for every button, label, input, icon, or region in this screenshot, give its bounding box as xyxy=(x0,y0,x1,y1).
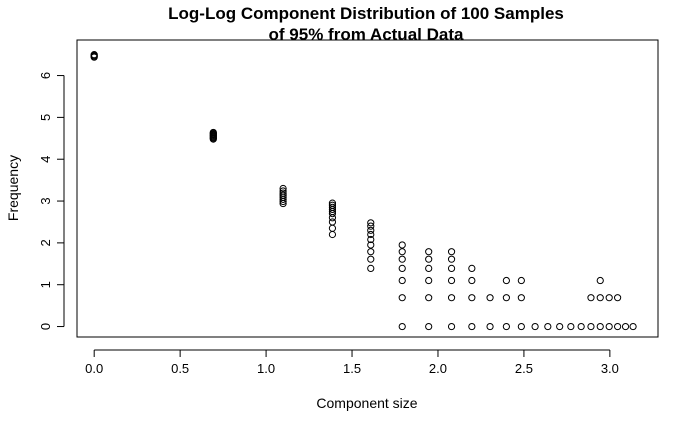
y-tick-label: 6 xyxy=(38,72,53,79)
data-point xyxy=(517,322,525,331)
data-point xyxy=(447,322,456,331)
data-point xyxy=(398,255,406,263)
data-point xyxy=(328,218,337,226)
data-point xyxy=(486,322,494,331)
x-tick-label: 1.0 xyxy=(257,361,275,376)
data-point xyxy=(367,248,375,256)
data-point xyxy=(328,199,337,207)
data-point xyxy=(367,219,375,227)
data-point xyxy=(367,235,375,244)
data-point xyxy=(621,322,630,331)
data-point xyxy=(279,184,287,193)
data-point xyxy=(279,187,287,195)
data-point xyxy=(398,322,406,331)
y-tick-label: 3 xyxy=(38,197,53,204)
data-point xyxy=(425,248,433,256)
data-point xyxy=(367,255,375,263)
data-point xyxy=(502,276,510,285)
data-point xyxy=(596,322,604,331)
data-point xyxy=(486,294,494,302)
data-point xyxy=(367,230,375,239)
data-point xyxy=(425,276,433,285)
data-point xyxy=(447,276,456,285)
data-point xyxy=(209,128,217,137)
x-tick-label: 2.0 xyxy=(429,361,447,376)
data-point xyxy=(447,255,456,263)
data-point xyxy=(425,322,433,331)
data-point xyxy=(328,230,337,239)
data-point xyxy=(468,276,476,285)
data-point xyxy=(614,294,622,302)
data-point xyxy=(447,248,456,256)
data-point xyxy=(596,294,604,302)
x-tick-label: 2.5 xyxy=(515,361,533,376)
y-tick-label: 5 xyxy=(38,114,53,121)
data-point xyxy=(596,276,604,285)
data-point xyxy=(90,51,98,59)
data-point xyxy=(531,322,539,331)
data-point xyxy=(398,241,406,249)
data-point xyxy=(367,222,375,230)
data-point xyxy=(544,322,552,331)
y-axis-label: Frequency xyxy=(5,155,21,221)
data-point xyxy=(367,226,375,234)
y-axis: 0 1 2 3 4 5 6 xyxy=(38,72,65,330)
data-point xyxy=(605,322,613,331)
data-point xyxy=(279,189,287,197)
data-point xyxy=(556,322,564,331)
chart-title-line-1: Log-Log Component Distribution of 100 Sa… xyxy=(168,4,564,23)
data-point xyxy=(517,276,525,285)
data-point xyxy=(425,255,433,263)
data-point xyxy=(567,322,575,331)
data-point xyxy=(398,264,406,272)
data-point xyxy=(605,294,613,302)
data-point xyxy=(468,322,476,331)
plot-frame xyxy=(76,39,659,338)
x-axis-label: Component size xyxy=(316,395,417,411)
data-point xyxy=(468,294,476,302)
data-point xyxy=(577,322,585,331)
y-tick-label: 0 xyxy=(38,323,53,330)
data-point xyxy=(328,203,337,211)
data-point xyxy=(398,294,406,302)
data-point xyxy=(367,241,375,249)
x-tick-label: 0.5 xyxy=(171,361,189,376)
y-tick-label: 1 xyxy=(38,281,53,288)
data-point xyxy=(398,276,406,285)
data-point xyxy=(398,248,406,256)
data-point xyxy=(502,322,510,331)
data-point xyxy=(614,322,622,331)
chart-title-line-2: of 95% from Actual Data xyxy=(269,25,464,44)
data-point xyxy=(629,322,637,331)
data-point xyxy=(447,294,456,302)
x-tick-label: 1.5 xyxy=(343,361,361,376)
data-point xyxy=(468,264,476,272)
data-points xyxy=(90,51,637,331)
data-point xyxy=(425,264,433,272)
x-tick-label: 0.0 xyxy=(85,361,103,376)
x-axis: 0.0 0.5 1.0 1.5 2.0 2.5 3.0 xyxy=(85,349,619,376)
data-point xyxy=(502,294,510,302)
data-point xyxy=(587,322,595,331)
y-tick-label: 2 xyxy=(38,239,53,246)
data-point xyxy=(517,294,525,302)
data-point xyxy=(367,264,375,272)
data-point xyxy=(328,224,337,232)
x-tick-label: 3.0 xyxy=(601,361,619,376)
data-point xyxy=(425,294,433,302)
data-point xyxy=(587,294,595,302)
data-point xyxy=(447,264,456,272)
data-point xyxy=(328,201,337,209)
y-tick-label: 4 xyxy=(38,156,53,163)
